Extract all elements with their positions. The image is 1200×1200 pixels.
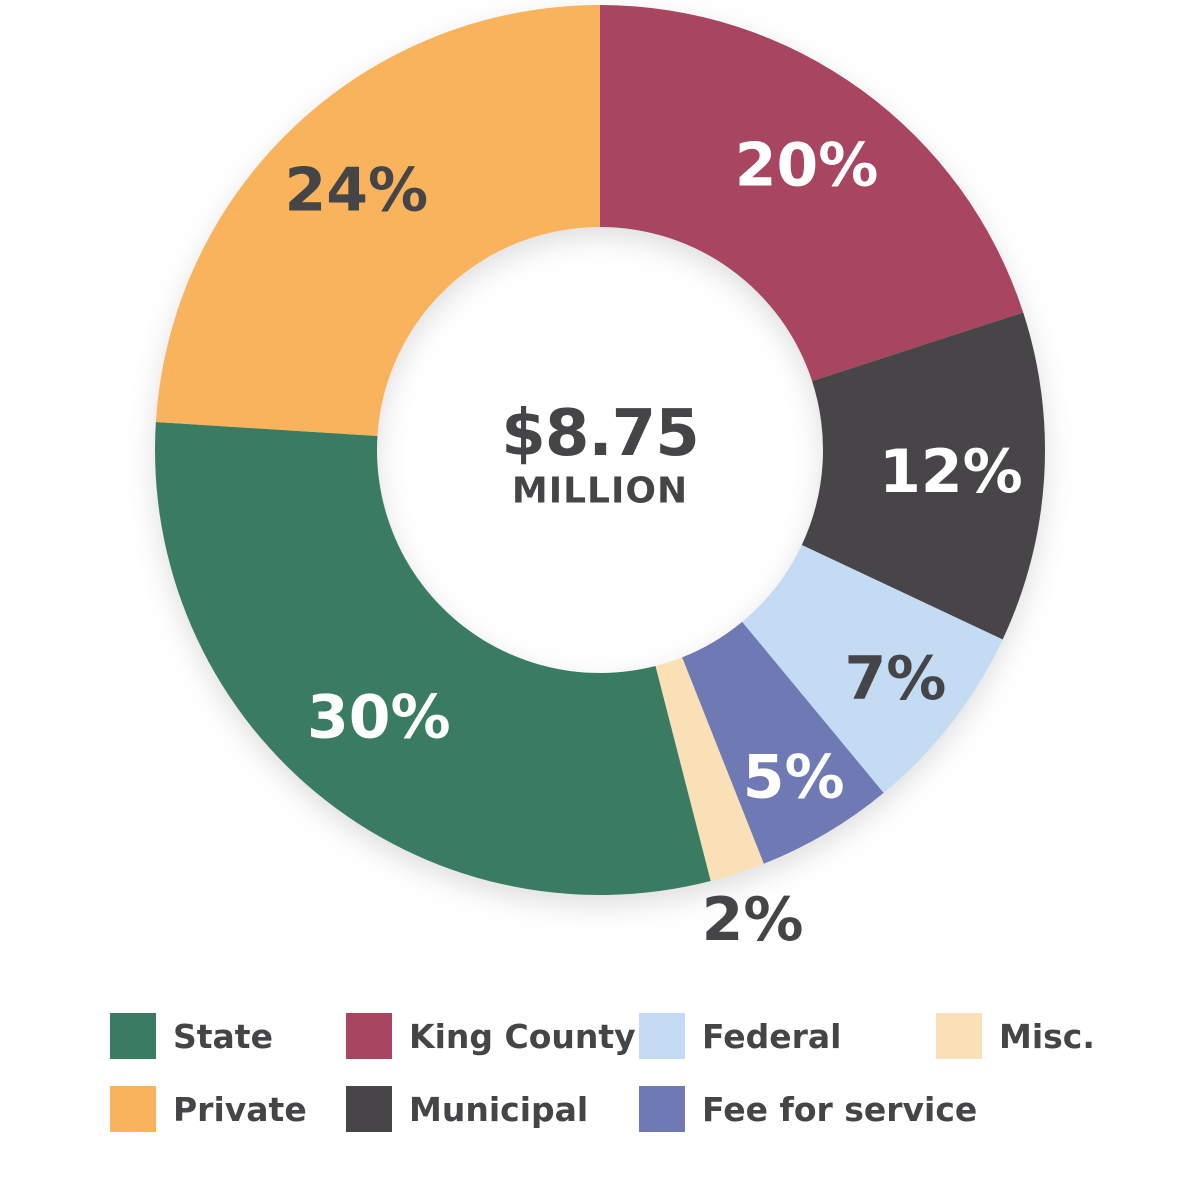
donut-slice-state bbox=[155, 422, 711, 896]
legend-item-misc: Misc. bbox=[936, 1013, 1170, 1059]
chart-legend: State King County Federal Misc. Private Munic… bbox=[110, 1013, 1170, 1132]
legend-swatch-king-county bbox=[346, 1013, 392, 1059]
slice-percentage-label-private: 24% bbox=[284, 156, 428, 226]
legend-swatch-federal bbox=[639, 1013, 685, 1059]
legend-swatch-municipal bbox=[346, 1086, 392, 1132]
slice-percentage-label-misc: 2% bbox=[702, 885, 804, 955]
donut-slice-federal bbox=[742, 544, 1003, 793]
slice-percentage-label-fee-for-service: 5% bbox=[743, 743, 845, 813]
legend-swatch-fee-for-service bbox=[639, 1086, 685, 1132]
legend-label-federal: Federal bbox=[702, 1016, 842, 1056]
slice-percentage-label-municipal: 12% bbox=[879, 437, 1023, 507]
legend-item-king-county: King County bbox=[346, 1013, 639, 1059]
slice-percentage-label-state: 30% bbox=[307, 682, 451, 752]
donut-slice-municipal bbox=[801, 312, 1045, 640]
center-total-unit: MILLION bbox=[512, 471, 688, 512]
legend-label-fee-for-service: Fee for service bbox=[702, 1089, 978, 1129]
donut-slice-king-county bbox=[600, 5, 1024, 382]
donut-slices bbox=[155, 5, 1045, 896]
legend-label-misc: Misc. bbox=[999, 1016, 1095, 1056]
legend-label-private: Private bbox=[173, 1089, 307, 1129]
legend-label-state: State bbox=[173, 1016, 273, 1056]
donut-slice-labels: 20% 12% 7% 5% 2% 30% 24% bbox=[284, 131, 1022, 955]
legend-swatch-misc bbox=[936, 1013, 982, 1059]
legend-item-state: State bbox=[110, 1013, 346, 1059]
legend-swatch-private bbox=[110, 1086, 156, 1132]
legend-item-federal: Federal bbox=[639, 1013, 936, 1059]
donut-slice-private bbox=[155, 5, 600, 436]
legend-swatch-state bbox=[110, 1013, 156, 1059]
slice-percentage-label-king-county: 20% bbox=[735, 131, 879, 201]
slice-percentage-label-federal: 7% bbox=[844, 644, 946, 714]
legend-label-municipal: Municipal bbox=[409, 1089, 589, 1129]
donut-chart: 20% 12% 7% 5% 2% 30% 24% $8.75 MILLION bbox=[155, 5, 1045, 955]
legend-label-king-county: King County bbox=[409, 1016, 636, 1056]
donut-slice-fee-for-service bbox=[682, 621, 884, 864]
donut-slice-misc bbox=[655, 657, 764, 882]
legend-item-municipal: Municipal bbox=[346, 1086, 639, 1132]
legend-item-private: Private bbox=[110, 1086, 346, 1132]
legend-item-fee-for-service: Fee for service bbox=[639, 1086, 977, 1132]
center-total-value: $8.75 bbox=[501, 397, 698, 471]
